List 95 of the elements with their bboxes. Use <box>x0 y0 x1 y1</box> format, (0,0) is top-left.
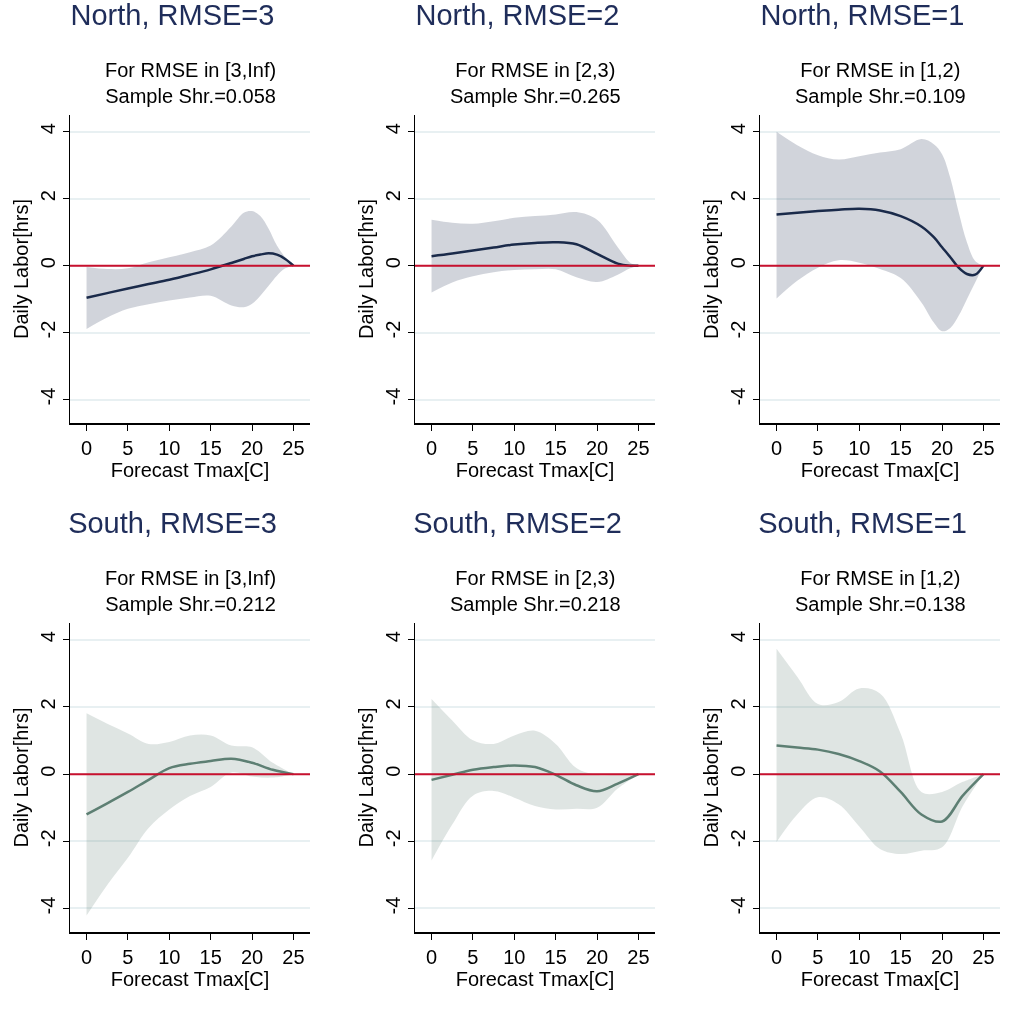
y-tick-label: -4 <box>381 387 404 406</box>
y-tick-label: 0 <box>381 765 404 777</box>
x-tick-label: 5 <box>122 945 134 968</box>
x-tick-label: 0 <box>770 945 783 968</box>
x-tick-label: 5 <box>812 436 824 459</box>
y-tick-label: 2 <box>381 698 404 710</box>
x-tick-label: 0 <box>80 945 93 968</box>
x-tick-label: 25 <box>627 945 650 968</box>
y-axis-title: Daily Labor[hrs] <box>700 707 723 848</box>
x-axis-title: Forecast Tmax[C] <box>455 458 615 481</box>
x-tick-label: 25 <box>282 945 305 968</box>
y-tick-label: 2 <box>726 190 749 202</box>
y-axis-title: Daily Labor[hrs] <box>355 707 378 848</box>
x-tick-label: 10 <box>158 945 181 968</box>
y-tick-label: -4 <box>726 387 749 406</box>
chart-subtitle: For RMSE in [3,Inf) Sample Shr.=0.058 <box>105 59 277 107</box>
chart-title: North, RMSE=3 <box>70 0 275 32</box>
line-series <box>775 207 985 277</box>
y-tick-label: 4 <box>36 631 59 643</box>
x-tick-label: 5 <box>467 945 479 968</box>
y-axis-title: Daily Labor[hrs] <box>10 707 33 848</box>
y-axis-title: Daily Labor[hrs] <box>355 198 378 340</box>
x-tick-label: 20 <box>585 945 609 968</box>
x-tick-label: 0 <box>425 945 438 968</box>
x-tick-label: 10 <box>848 945 871 968</box>
x-tick-label: 5 <box>812 945 824 968</box>
x-tick-label: 0 <box>425 436 438 459</box>
chart-subtitle: For RMSE in [1,2) Sample Shr.=0.138 <box>795 567 966 615</box>
y-axis-title: Daily Labor[hrs] <box>700 198 723 340</box>
y-tick-label: -2 <box>36 829 59 848</box>
y-tick-label: -2 <box>381 320 404 339</box>
x-tick-label: 20 <box>585 436 609 459</box>
x-tick-label: 15 <box>544 945 567 968</box>
y-tick-label: -4 <box>726 896 749 915</box>
x-axis-title: Forecast Tmax[C] <box>455 967 615 990</box>
y-tick-label: 4 <box>726 631 749 643</box>
line-series <box>85 252 295 300</box>
y-tick-label: -4 <box>36 896 59 915</box>
y-tick-label: -2 <box>36 320 59 339</box>
chart-title: North, RMSE=2 <box>415 0 620 32</box>
x-tick-label: 25 <box>972 436 995 459</box>
y-tick-label: -4 <box>36 387 59 406</box>
x-axis-title: Forecast Tmax[C] <box>110 967 270 990</box>
x-tick-label: 10 <box>503 945 526 968</box>
x-tick-label: 25 <box>627 436 650 459</box>
x-tick-label: 15 <box>889 945 912 968</box>
chart-title: South, RMSE=2 <box>413 507 622 540</box>
line-series <box>430 764 640 793</box>
x-tick-label: 20 <box>930 436 954 459</box>
chart-subtitle: For RMSE in [2,3) Sample Shr.=0.218 <box>450 567 621 615</box>
y-tick-label: 0 <box>36 257 59 269</box>
x-tick-label: 5 <box>122 436 134 459</box>
x-tick-label: 0 <box>80 436 93 459</box>
x-tick-label: 25 <box>282 436 305 459</box>
x-tick-label: 10 <box>503 436 526 459</box>
x-axis-title: Forecast Tmax[C] <box>110 458 270 481</box>
chart-title: South, RMSE=1 <box>758 507 967 540</box>
x-tick-label: 25 <box>972 945 995 968</box>
y-tick-label: 4 <box>726 123 749 135</box>
chart-subtitle: For RMSE in [3,Inf) Sample Shr.=0.212 <box>105 567 277 615</box>
y-tick-label: 2 <box>36 190 59 202</box>
x-tick-label: 0 <box>770 436 783 459</box>
y-tick-label: 2 <box>726 698 749 710</box>
x-tick-label: 15 <box>199 436 222 459</box>
x-tick-label: 10 <box>158 436 181 459</box>
x-tick-label: 5 <box>467 436 479 459</box>
x-tick-label: 20 <box>930 945 954 968</box>
y-tick-label: 0 <box>36 765 59 777</box>
y-tick-label: 2 <box>381 190 404 202</box>
y-tick-label: -2 <box>726 320 749 339</box>
x-tick-label: 15 <box>889 436 912 459</box>
y-tick-label: 0 <box>726 765 749 777</box>
y-tick-label: -2 <box>381 829 404 848</box>
chart-title: South, RMSE=3 <box>68 507 277 540</box>
y-tick-label: 0 <box>381 257 404 269</box>
line-series <box>430 240 640 268</box>
y-tick-label: 0 <box>726 257 749 269</box>
y-axis-title: Daily Labor[hrs] <box>10 198 33 340</box>
y-tick-label: -4 <box>381 896 404 915</box>
y-tick-label: 2 <box>36 698 59 710</box>
x-tick-label: 10 <box>848 436 871 459</box>
chart-title: North, RMSE=1 <box>760 0 965 32</box>
x-tick-label: 20 <box>240 436 264 459</box>
x-tick-label: 20 <box>240 945 264 968</box>
y-tick-label: 4 <box>381 631 404 643</box>
x-axis-title: Forecast Tmax[C] <box>800 458 960 481</box>
x-axis-title: Forecast Tmax[C] <box>800 967 960 990</box>
x-tick-label: 15 <box>544 436 567 459</box>
chart-subtitle: For RMSE in [1,2) Sample Shr.=0.109 <box>795 59 966 107</box>
chart-subtitle: For RMSE in [2,3) Sample Shr.=0.265 <box>450 59 621 107</box>
y-tick-label: 4 <box>381 123 404 135</box>
y-tick-label: 4 <box>36 123 59 135</box>
line-series <box>775 744 985 824</box>
x-tick-label: 15 <box>199 945 222 968</box>
y-tick-label: -2 <box>726 829 749 848</box>
